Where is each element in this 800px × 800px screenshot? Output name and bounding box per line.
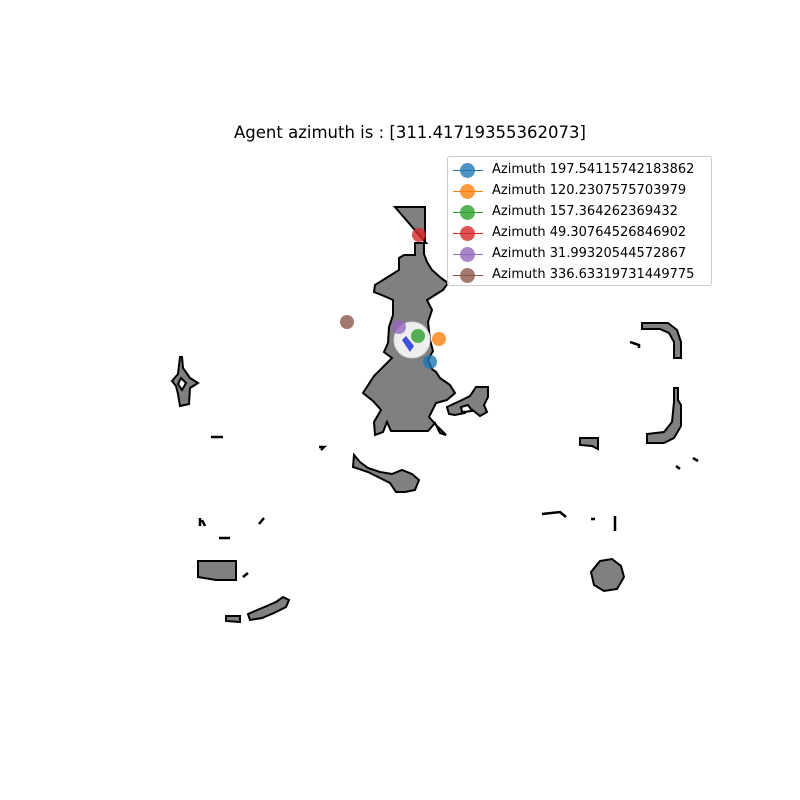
legend-marker — [460, 247, 475, 262]
legend-item: Azimuth 49.30764526846902 — [448, 223, 713, 243]
obstacle-main-building — [361, 206, 457, 437]
obstacle-hook-right-top — [641, 322, 682, 359]
legend: Azimuth 197.54115742183862 Azimuth 120.23… — [447, 156, 712, 286]
legend-item: Azimuth 120.2307575703979 — [448, 181, 713, 201]
legend-marker — [460, 163, 475, 178]
obstacle-hole-left — [176, 376, 188, 392]
obstacle-hook-right-mid — [646, 387, 682, 444]
legend-marker — [460, 226, 475, 241]
agent-heading-icon — [402, 336, 414, 352]
debris-2 — [319, 445, 328, 451]
obstacle-strip-center — [351, 452, 421, 493]
legend-label: Azimuth 31.99320544572867 — [492, 246, 687, 261]
debris-7 — [258, 517, 265, 525]
legend-item: Azimuth 157.364262369432 — [448, 202, 713, 222]
legend-label: Azimuth 49.30764526846902 — [492, 225, 687, 240]
obstacle-hole-wing — [459, 403, 474, 414]
debris-10 — [541, 510, 567, 518]
plot-title: Agent azimuth is : [311.41719355362073] — [234, 123, 586, 142]
legend-item: Azimuth 197.54115742183862 — [448, 160, 713, 180]
debris-9 — [242, 572, 249, 578]
marker-azimuth-5 — [392, 320, 406, 334]
obstacle-block-left — [197, 560, 237, 581]
legend-label: Azimuth 197.54115742183862 — [492, 162, 695, 177]
debris-4 — [675, 465, 681, 470]
obstacle-wing-east — [445, 386, 489, 418]
marker-azimuth-6 — [340, 315, 354, 329]
debris-6 — [198, 518, 207, 527]
legend-item: Azimuth 336.63319731449775 — [448, 265, 713, 285]
marker-azimuth-2 — [432, 332, 446, 346]
marker-azimuth-1 — [423, 355, 437, 369]
marker-azimuth-4 — [412, 228, 426, 242]
obstacle-diagonal-left — [246, 595, 291, 622]
legend-label: Azimuth 336.63319731449775 — [492, 267, 695, 282]
obstacle-small-bottom-left — [225, 615, 241, 624]
legend-item: Azimuth 31.99320544572867 — [448, 244, 713, 264]
debris-5 — [692, 456, 699, 463]
marker-azimuth-3 — [411, 329, 425, 343]
obstacle-round-right — [589, 557, 626, 593]
azimuth-markers — [340, 228, 446, 369]
legend-marker — [460, 268, 475, 283]
legend-marker — [460, 184, 475, 199]
obstacle-small-right — [579, 437, 599, 451]
legend-label: Azimuth 120.2307575703979 — [492, 183, 687, 198]
legend-label: Azimuth 157.364262369432 — [492, 204, 678, 219]
debris-3 — [629, 340, 641, 348]
legend-marker — [460, 205, 475, 220]
